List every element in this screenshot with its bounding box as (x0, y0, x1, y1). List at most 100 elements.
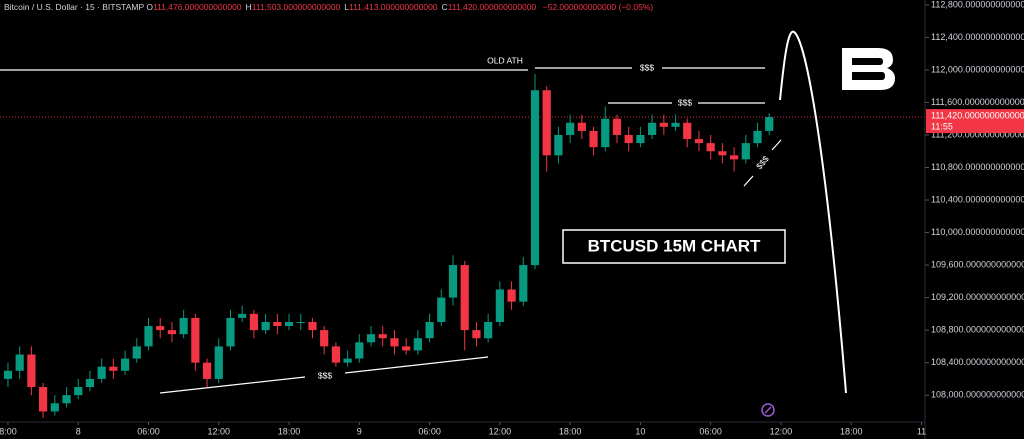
candle-body (85, 378, 95, 388)
candle-body (238, 313, 247, 318)
candle-body (214, 346, 223, 379)
annotation: $$$ (678, 97, 692, 107)
x-tick-label: 18:00 (278, 426, 301, 436)
logo (842, 48, 895, 90)
candle-body (74, 387, 83, 396)
candle-body (624, 134, 633, 144)
candle-body (39, 387, 48, 412)
y-tick-label: 112,000.000000000000 (931, 64, 1024, 74)
candle-body (765, 117, 774, 131)
candle-body (202, 362, 212, 379)
x-tick-label: 12:00 (208, 426, 231, 436)
candle-body (167, 330, 177, 335)
annotation: OLD ATH (487, 55, 523, 65)
candle-body (472, 330, 481, 339)
candle-body (437, 297, 446, 322)
y-tick-label: 112,400.000000000000 (931, 32, 1024, 42)
candle-body (683, 122, 692, 140)
trend-line (159, 376, 306, 394)
y-tick-label: 110,400.000000000000 (931, 194, 1024, 204)
candle-body (589, 130, 598, 148)
ohlc-key: O (146, 2, 153, 12)
x-tick-label: 8 (76, 426, 81, 436)
candle-body (261, 321, 270, 331)
x-tick-label: 18:00 (840, 426, 863, 436)
y-tick-label: 110,000.000000000000 (931, 227, 1024, 237)
y-tick-label: 108,000.000000000000 (931, 390, 1024, 400)
candle-body (331, 346, 340, 363)
trend-line (771, 139, 782, 151)
candle-body (507, 289, 516, 302)
candle-body (109, 366, 118, 371)
y-tick-label: 109,200.000000000000 (931, 292, 1024, 302)
candle-body (320, 330, 329, 347)
candle-body (530, 90, 540, 266)
change: −52.000000000000 (−0.05%) (542, 2, 654, 12)
x-tick-label: 10 (635, 426, 645, 436)
y-tick-label: 111,200.000000000000 (931, 129, 1024, 139)
y-tick-label: 111,600.000000000000 (931, 97, 1024, 107)
candle-body (729, 155, 739, 160)
candle-body (648, 122, 657, 135)
plot-area (0, 73, 925, 418)
ohlc-value: 111,413.000000000000 (348, 2, 438, 12)
candle-body (144, 326, 153, 347)
x-tick-label: 06:00 (137, 426, 160, 436)
y-tick-label: 109,600.000000000000 (931, 259, 1024, 269)
candle-body (390, 338, 399, 347)
candle-body (191, 317, 200, 363)
last-price-label: 111,420.000000000000 (931, 110, 1024, 120)
candle-body (659, 122, 668, 127)
candle-body (50, 403, 59, 412)
candle-body (296, 321, 305, 323)
candle-body (3, 370, 13, 379)
y-tick-label: 110,800.000000000000 (931, 162, 1024, 172)
candle-body (542, 90, 551, 156)
x-tick-label: 12:00 (489, 426, 512, 436)
x-tick-label: 9 (357, 426, 362, 436)
y-tick-label: 108,400.000000000000 (931, 357, 1024, 367)
candle-body (566, 122, 575, 135)
candle-body (671, 122, 680, 127)
x-tick-label: 06:00 (418, 426, 441, 436)
candle-body (249, 313, 259, 331)
ohlc-value: 111,420.000000000000 (447, 2, 537, 12)
y-tick-label: 108,800.000000000000 (931, 324, 1024, 334)
symbol: Bitcoin / U.S. Dollar · 15 · BITSTAMP (4, 2, 144, 12)
candle-body (132, 346, 141, 359)
candle-body (554, 134, 563, 156)
ohlc-key: H (245, 2, 252, 12)
candle-body (355, 342, 364, 359)
candle-body (120, 358, 130, 371)
ohlc-value: 111,476.000000000000 (152, 2, 242, 12)
candle-body (601, 118, 610, 148)
candle-body (577, 122, 586, 131)
candle-body (694, 139, 704, 144)
chart-title: BTCUSD 15M CHART (588, 236, 761, 255)
ohlc-values: O111,476.000000000000 H111,503.0000000000… (146, 2, 540, 12)
x-tick-label: 12:00 (770, 426, 793, 436)
candle-body (519, 265, 528, 302)
countdown: 11:55 (931, 121, 953, 131)
candle-body (179, 317, 188, 335)
candle-body (753, 130, 762, 144)
x-tick-label: 18:00 (559, 426, 582, 436)
candle-body (27, 354, 36, 388)
candle-body (718, 151, 727, 156)
candle-body (284, 321, 294, 327)
last-price-badge (926, 109, 1024, 134)
projection-curve (779, 30, 847, 394)
x-tick-label: 11 (917, 426, 926, 436)
candle-body (62, 395, 71, 404)
candle-body (308, 321, 317, 331)
trend-line (743, 175, 754, 187)
x-tick-label: 06:00 (699, 426, 722, 436)
ohlc-key: C (441, 2, 448, 12)
replay-icon[interactable] (761, 403, 775, 417)
annotation: $$$ (318, 370, 332, 380)
trend-line (344, 356, 489, 374)
candle-body (156, 326, 165, 331)
candle-body (226, 317, 235, 347)
candle-body (706, 143, 715, 152)
candle-body (741, 143, 750, 160)
